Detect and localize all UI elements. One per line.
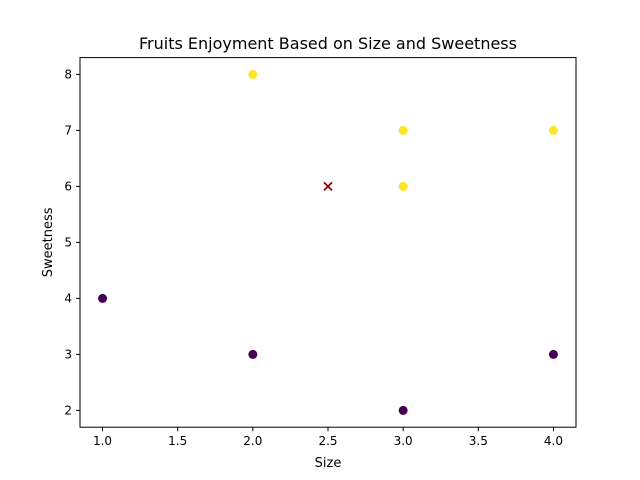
y-tick-label: 2 [64,403,72,417]
data-points [98,69,558,415]
scatter-point [398,405,408,415]
x-tick-label: 1.0 [93,434,112,448]
x-axis-label: Size [315,456,342,471]
scatter-point [548,349,558,359]
x-tick-label: 2.0 [243,434,262,448]
y-axis: 2 3 4 5 6 7 8 [64,67,80,417]
y-axis-label: Sweetness [41,207,56,277]
x-tick-label: 3.0 [394,434,413,448]
scatter-point [248,69,258,79]
y-tick-label: 7 [64,123,72,137]
x-tick-label: 4.0 [544,434,563,448]
y-tick-label: 6 [64,179,72,193]
plot-area [79,57,577,428]
scatter-point [248,349,258,359]
chart-title: Fruits Enjoyment Based on Size and Sweet… [139,34,517,53]
x-tick-label: 1.5 [168,434,187,448]
scatter-point [548,125,558,135]
y-tick-label: 4 [64,291,72,305]
y-tick-label: 8 [64,67,72,81]
scatter-point [98,293,108,303]
y-tick-label: 3 [64,347,72,361]
x-tick-label: 2.5 [318,434,337,448]
x-tick-label: 3.5 [469,434,488,448]
x-axis: 1.0 1.5 2.0 2.5 3.0 3.5 4.0 [93,427,563,448]
scatter-point [398,125,408,135]
y-tick-label: 5 [64,235,72,249]
x-marker-point [323,181,333,192]
scatter-point [398,181,408,191]
